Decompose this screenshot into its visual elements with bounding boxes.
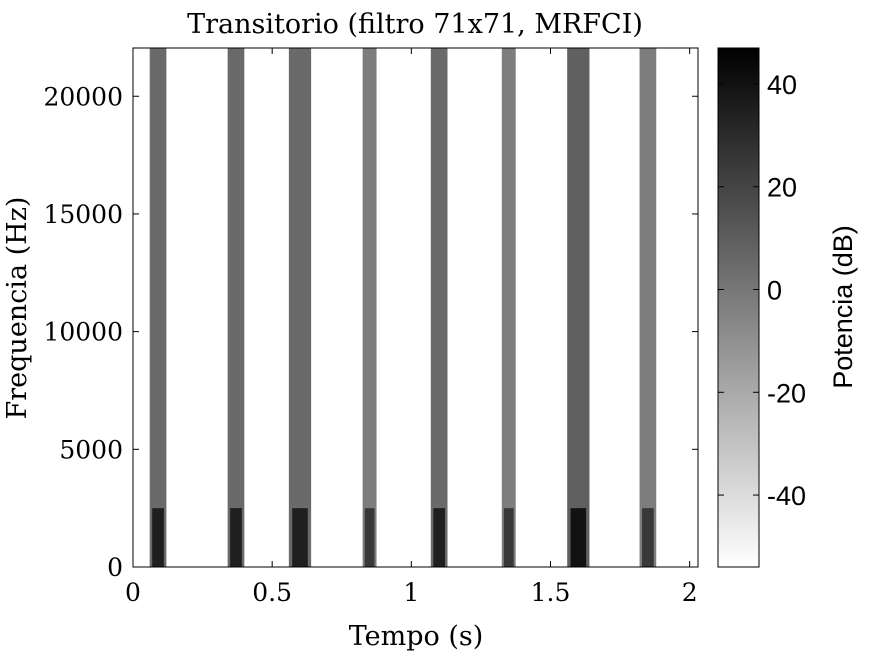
low-frequency-burst xyxy=(292,508,308,567)
low-frequency-burst xyxy=(433,508,446,567)
colorbar-ticks: -40 -20 0 20 40 xyxy=(718,70,806,511)
y-tick-label: 5000 xyxy=(59,435,123,464)
colorbar xyxy=(717,47,760,568)
colorbar-tick-label: 20 xyxy=(767,173,797,203)
low-frequency-burst xyxy=(152,508,164,567)
transient-band xyxy=(430,48,448,567)
y-axis-label: Frequencia (Hz) xyxy=(2,197,33,420)
colorbar-label: Potencia (dB) xyxy=(828,225,858,389)
transient-band xyxy=(567,48,590,567)
x-axis-ticks: 0 0.5 1 1.5 2 xyxy=(125,48,698,607)
chart-title: Transitorio (filtro 71x71, MRFCI) xyxy=(187,9,643,40)
colorbar-tick-label: -20 xyxy=(767,378,806,408)
transient-band xyxy=(501,48,516,567)
low-frequency-burst xyxy=(642,508,654,567)
low-frequency-burst xyxy=(503,508,514,567)
transient-band xyxy=(639,48,657,567)
y-axis-ticks: 0 5000 10000 15000 20000 xyxy=(43,82,698,582)
colorbar-tick-label: 0 xyxy=(767,276,782,306)
x-tick-label: 1.5 xyxy=(531,578,571,607)
x-tick-label: 0 xyxy=(125,578,141,607)
transient-band xyxy=(227,48,245,567)
transient-band xyxy=(362,48,377,567)
plot-frame xyxy=(132,47,699,568)
x-tick-label: 0.5 xyxy=(252,578,292,607)
spectrogram-image xyxy=(149,48,657,567)
y-tick-label: 10000 xyxy=(43,318,123,347)
x-axis-label: Tempo (s) xyxy=(349,621,484,652)
low-frequency-burst xyxy=(570,508,587,567)
y-tick-label: 0 xyxy=(107,553,123,582)
x-tick-label: 1 xyxy=(403,578,419,607)
transient-band xyxy=(288,48,312,567)
transient-band xyxy=(149,48,167,567)
low-frequency-burst xyxy=(364,508,375,567)
y-tick-label: 20000 xyxy=(43,82,123,111)
colorbar-tick-label: 40 xyxy=(767,70,797,100)
x-tick-label: 2 xyxy=(682,578,698,607)
low-frequency-burst xyxy=(230,508,242,567)
colorbar-tick-label: -40 xyxy=(767,481,806,511)
y-tick-label: 15000 xyxy=(43,200,123,229)
